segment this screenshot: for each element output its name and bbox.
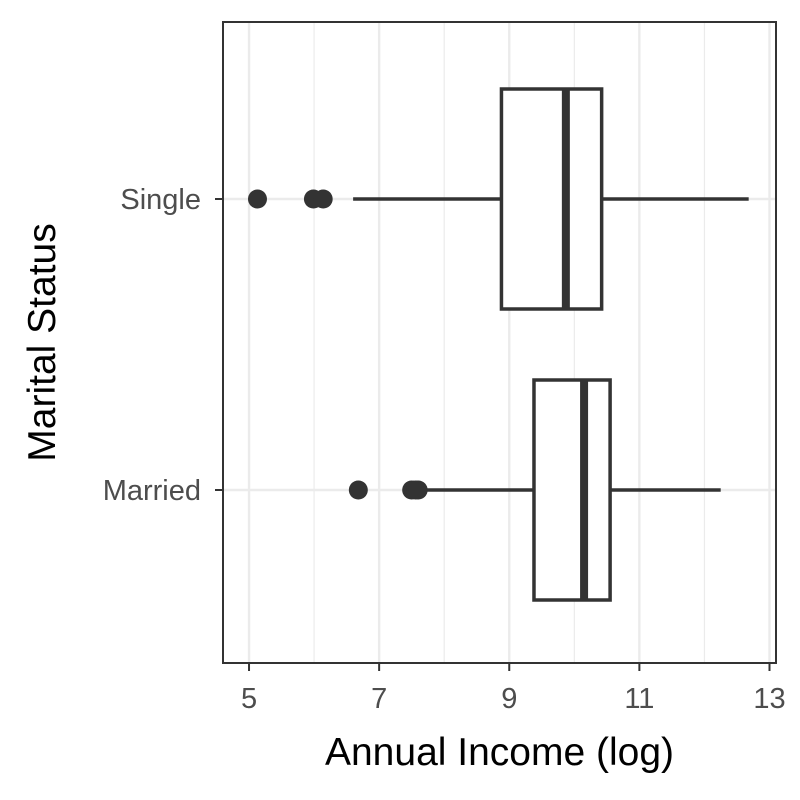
outlier-point xyxy=(313,189,333,209)
y-tick-label: Single xyxy=(120,184,201,216)
y-axis-title: Marital Status xyxy=(21,223,64,461)
panel-background xyxy=(223,22,776,663)
iqr-box xyxy=(499,87,604,311)
box-layer xyxy=(247,87,749,602)
x-tick-label: 11 xyxy=(624,683,654,715)
box-single xyxy=(247,87,749,311)
box-married xyxy=(348,378,721,602)
x-axis-title: Annual Income (log) xyxy=(325,731,674,774)
axis-layer: 5 7 9 11 13 Single Married xyxy=(103,184,786,715)
panel-border xyxy=(222,21,777,664)
grid-lines xyxy=(223,22,776,663)
x-tick-label: 7 xyxy=(371,683,387,715)
iqr-box xyxy=(532,378,612,602)
outlier-point xyxy=(348,480,368,500)
outlier-point xyxy=(247,189,267,209)
outlier-point xyxy=(408,480,428,500)
x-tick-label: 5 xyxy=(241,683,257,715)
x-tick-label: 13 xyxy=(753,683,785,715)
y-tick-label: Married xyxy=(103,475,201,507)
x-tick-label: 9 xyxy=(501,683,517,715)
